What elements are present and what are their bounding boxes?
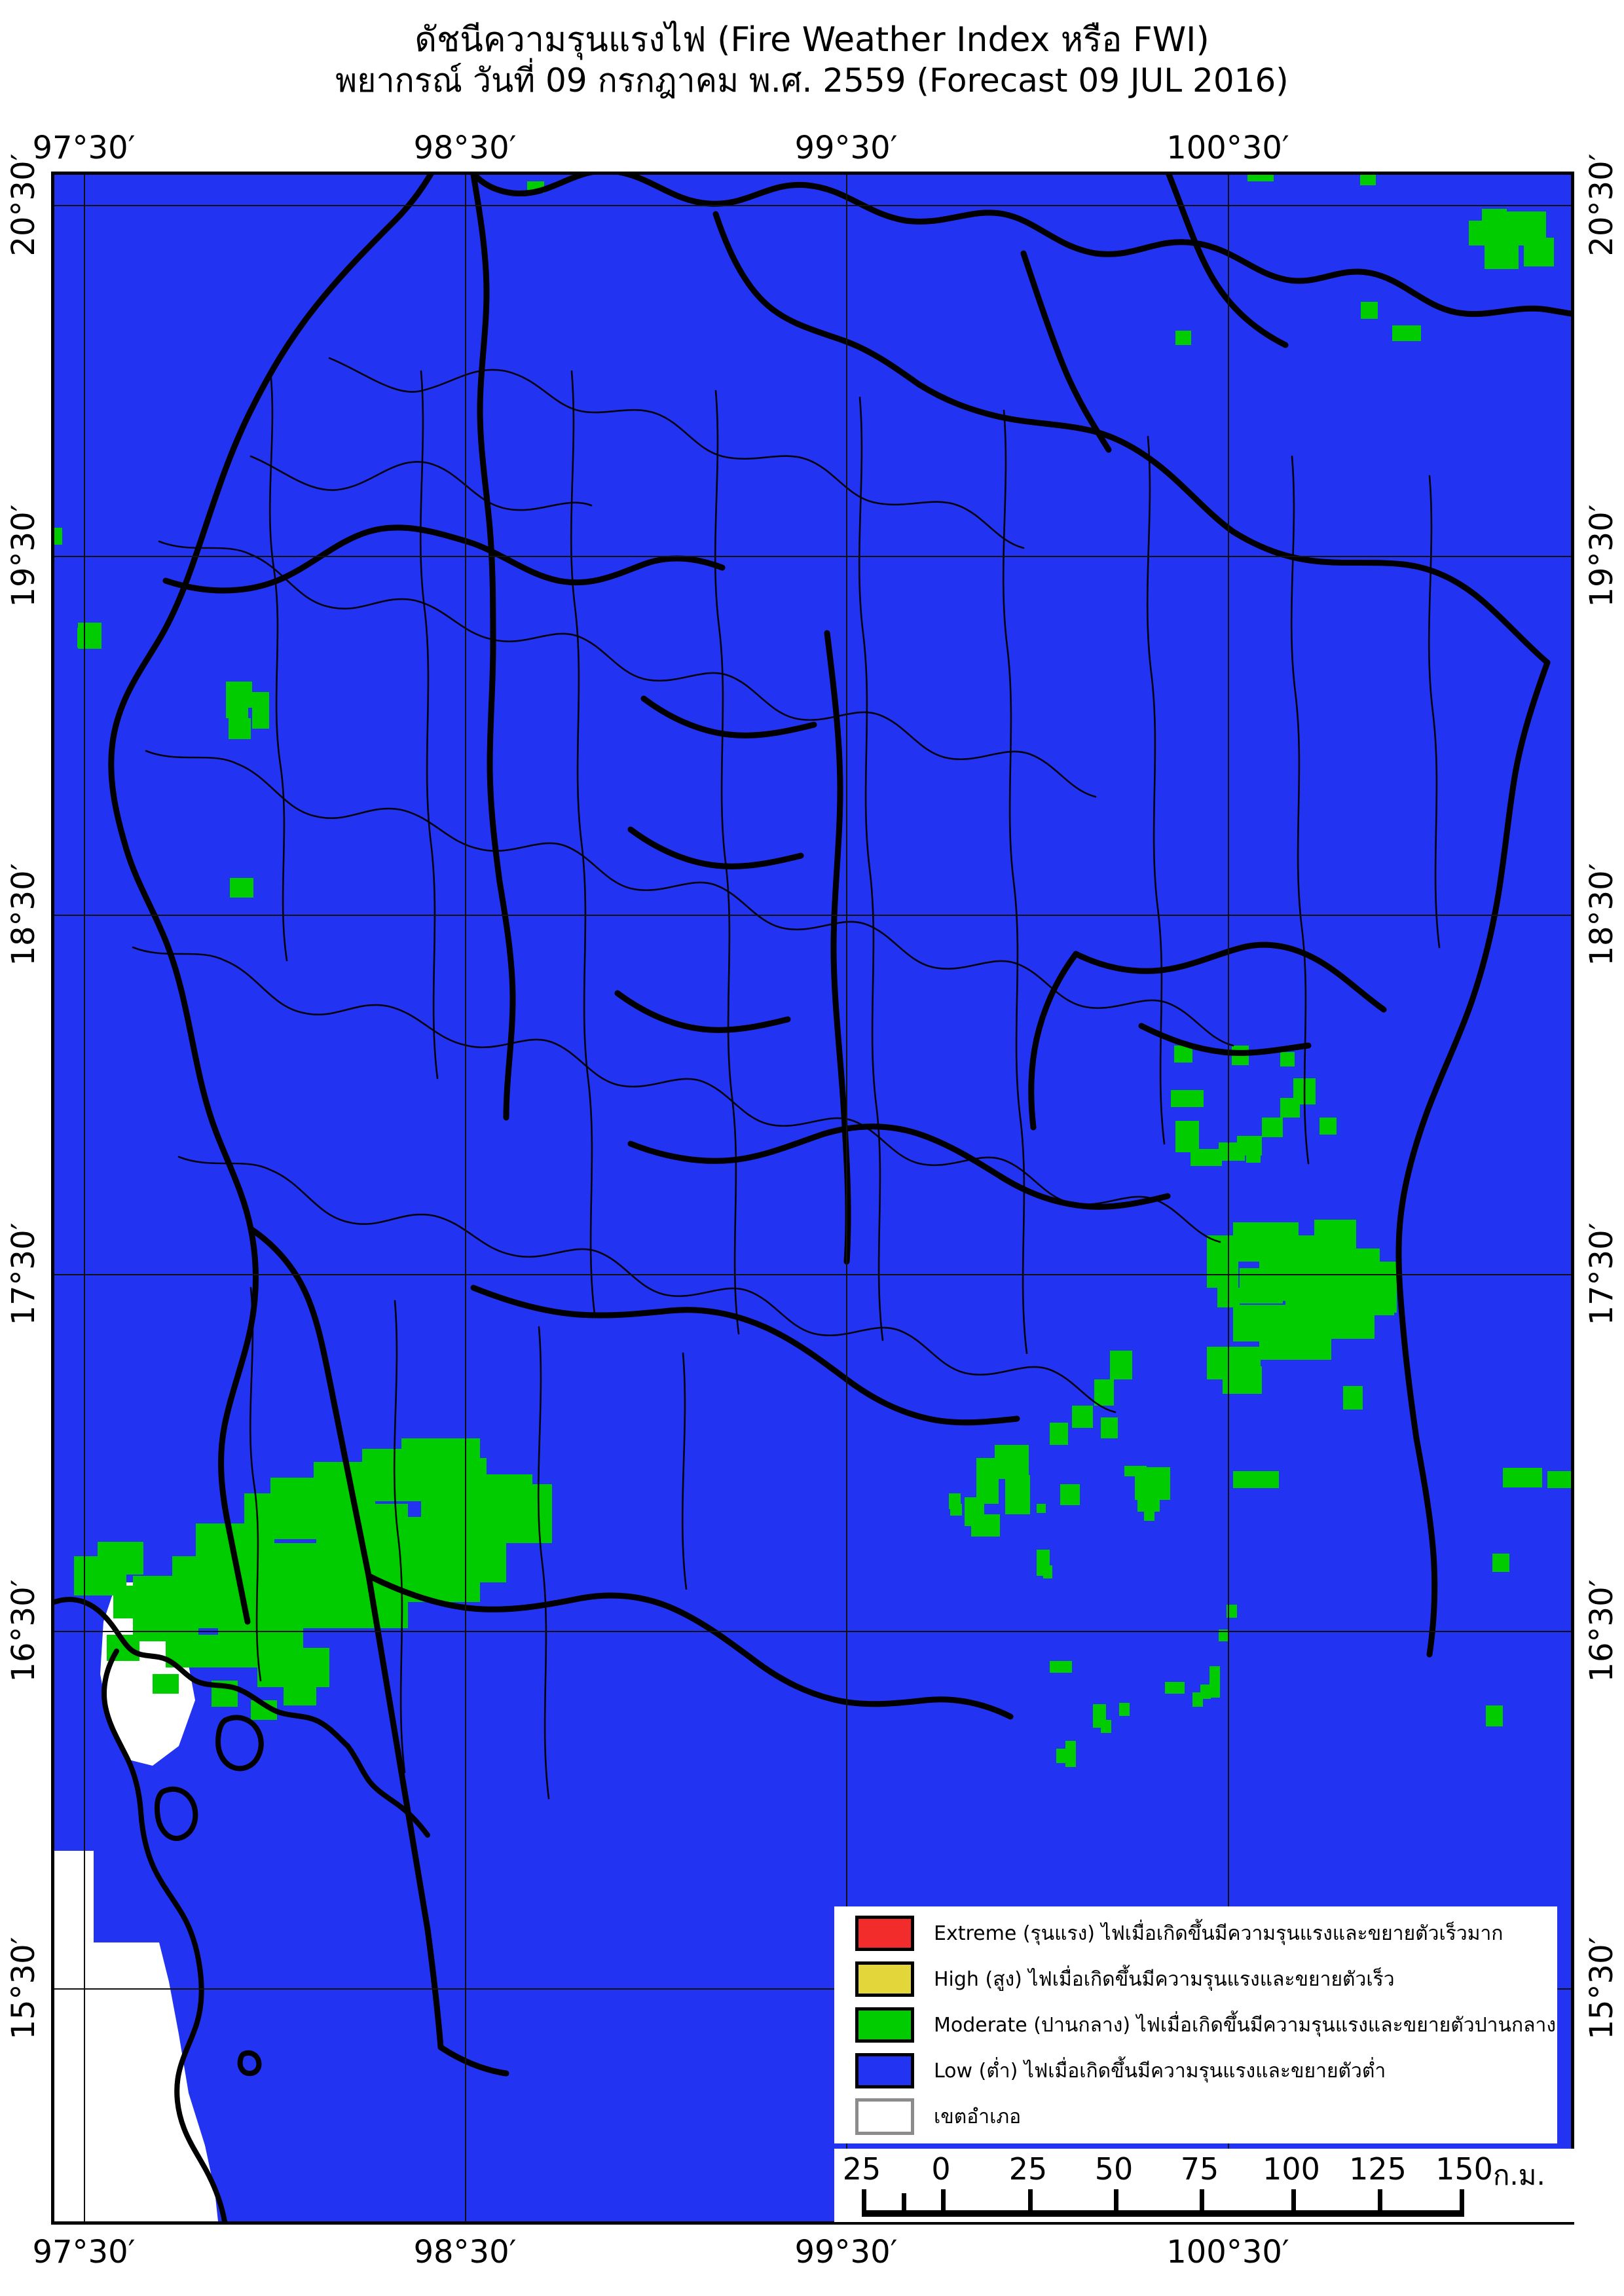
gridline-lat-19-30 bbox=[54, 556, 1571, 557]
scale-tick-label-6: 125 bbox=[1349, 2151, 1407, 2187]
lat-label-left-2: 18°30′ bbox=[5, 863, 42, 966]
page-title: ดัชนีความรุนแรงไฟ (Fire Weather Index หร… bbox=[415, 20, 1209, 60]
scale-tick-label-1: 0 bbox=[931, 2151, 951, 2187]
legend-label-district: เขตอำเภอ bbox=[934, 2105, 1022, 2128]
lat-label-left-1: 19°30′ bbox=[5, 504, 42, 608]
lon-label-top-3: 100°30′ bbox=[1166, 130, 1289, 166]
lon-label-top-0: 97°30′ bbox=[32, 130, 136, 166]
moderate-class-region bbox=[1247, 175, 1274, 181]
scale-tick-3 bbox=[1114, 2189, 1118, 2212]
legend-item-moderate[interactable]: Moderate (ปานกลาง) ไฟเมื่อเกิดขึ้นมีความ… bbox=[855, 2006, 1556, 2044]
extreme-swatch bbox=[855, 1916, 914, 1951]
gridline-lat-20-30 bbox=[54, 205, 1571, 206]
lat-label-right-1: 19°30′ bbox=[1583, 504, 1620, 608]
scale-unit-label: ก.ม. bbox=[1493, 2159, 1545, 2191]
legend-panel: Extreme (รุนแรง) ไฟเมื่อเกิดขึ้นมีความรุ… bbox=[834, 1906, 1557, 2143]
fwi-raster-svg bbox=[54, 175, 1571, 2221]
scale-tick-label-7: 150 bbox=[1435, 2151, 1493, 2187]
scale-tick-half bbox=[902, 2193, 906, 2212]
legend-item-low[interactable]: Low (ต่ำ) ไฟเมื่อเกิดขึ้นมีความรุนแรงและ… bbox=[855, 2052, 1386, 2090]
province-boundaries bbox=[108, 175, 1571, 2077]
coastline bbox=[54, 1597, 430, 2221]
gridline-lon-99-30 bbox=[846, 175, 847, 2221]
lat-label-left-3: 17°30′ bbox=[5, 1222, 42, 1326]
scale-tick-label-5: 100 bbox=[1263, 2151, 1320, 2187]
scale-tick-label-2: 25 bbox=[1008, 2151, 1048, 2187]
moderate-patches bbox=[54, 175, 1571, 1767]
low-swatch bbox=[855, 2053, 914, 2088]
moderate-swatch bbox=[855, 2007, 914, 2043]
legend-label-extreme: Extreme (รุนแรง) ไฟเมื่อเกิดขึ้นมีความรุ… bbox=[934, 1922, 1504, 1945]
lat-label-right-4: 16°30′ bbox=[1583, 1579, 1620, 1683]
legend-item-high[interactable]: High (สูง) ไฟเมื่อเกิดขึ้นมีความรุนแรงแล… bbox=[855, 1960, 1395, 1998]
high-swatch bbox=[855, 1961, 914, 1997]
gridline-lon-98-30 bbox=[465, 175, 466, 2221]
lon-label-bottom-2: 99°30′ bbox=[794, 2234, 898, 2270]
scale-tick-4 bbox=[1200, 2189, 1204, 2212]
lat-label-right-0: 20°30′ bbox=[1583, 153, 1620, 257]
scale-bar-line bbox=[862, 2210, 1464, 2217]
gridline-lat-18-30 bbox=[54, 915, 1571, 916]
scale-tick-5 bbox=[1291, 2189, 1296, 2212]
gridline-lat-15-30 bbox=[54, 1988, 1571, 1990]
gridline-lon-97-30 bbox=[84, 175, 85, 2221]
lat-label-left-0: 20°30′ bbox=[5, 153, 42, 257]
title-block: ดัชนีความรุนแรงไฟ (Fire Weather Index หร… bbox=[0, 20, 1624, 101]
scale-tick-label-3: 50 bbox=[1094, 2151, 1134, 2187]
lat-label-right-3: 17°30′ bbox=[1583, 1222, 1620, 1326]
legend-item-district[interactable]: เขตอำเภอ bbox=[855, 2098, 1021, 2136]
gridline-lat-16-30 bbox=[54, 1631, 1571, 1632]
lon-label-bottom-3: 100°30′ bbox=[1166, 2234, 1289, 2270]
scale-numbers: 25 0 25 50 75 100 125 150 ก.ม. bbox=[834, 2151, 1574, 2191]
lat-label-right-5: 15°30′ bbox=[1583, 1937, 1620, 2040]
legend-label-low: Low (ต่ำ) ไฟเมื่อเกิดขึ้นมีความรุนแรงและ… bbox=[934, 2059, 1386, 2083]
scale-tick-label-0: 25 bbox=[842, 2151, 881, 2187]
lon-label-top-2: 99°30′ bbox=[794, 130, 898, 166]
map-canvas[interactable] bbox=[51, 172, 1574, 2225]
lat-label-left-4: 16°30′ bbox=[5, 1579, 42, 1683]
low-class-region bbox=[54, 175, 1571, 2221]
lon-label-bottom-0: 97°30′ bbox=[32, 2234, 136, 2270]
district-swatch bbox=[855, 2098, 914, 2135]
gridline-lat-17-30 bbox=[54, 1274, 1571, 1275]
legend-label-high: High (สูง) ไฟเมื่อเกิดขึ้นมีความรุนแรงแล… bbox=[934, 1967, 1395, 1991]
page-subtitle: พยากรณ์ วันที่ 09 กรกฎาคม พ.ศ. 2559 (For… bbox=[335, 62, 1289, 100]
legend-label-moderate: Moderate (ปานกลาง) ไฟเมื่อเกิดขึ้นมีความ… bbox=[934, 2013, 1557, 2037]
gridline-lon-100-30 bbox=[1228, 175, 1229, 2221]
lat-label-right-2: 18°30′ bbox=[1583, 863, 1620, 966]
scale-tick-7 bbox=[1460, 2189, 1464, 2212]
lon-label-top-1: 98°30′ bbox=[413, 130, 517, 166]
map-raster-layer bbox=[54, 175, 1571, 2221]
scale-tick-1 bbox=[941, 2189, 946, 2212]
scale-bar-panel: 25 0 25 50 75 100 125 150 ก.ม. bbox=[834, 2149, 1574, 2222]
scale-tick-0 bbox=[862, 2189, 866, 2212]
legend-item-extreme[interactable]: Extreme (รุนแรง) ไฟเมื่อเกิดขึ้นมีความรุ… bbox=[855, 1914, 1503, 1952]
scale-tick-6 bbox=[1378, 2189, 1382, 2212]
scale-tick-label-4: 75 bbox=[1180, 2151, 1219, 2187]
lat-label-left-5: 15°30′ bbox=[5, 1937, 42, 2040]
lon-label-bottom-1: 98°30′ bbox=[413, 2234, 517, 2270]
scale-tick-2 bbox=[1028, 2189, 1033, 2212]
district-boundaries bbox=[132, 357, 1441, 1800]
scale-tick-marks bbox=[834, 2189, 1574, 2217]
